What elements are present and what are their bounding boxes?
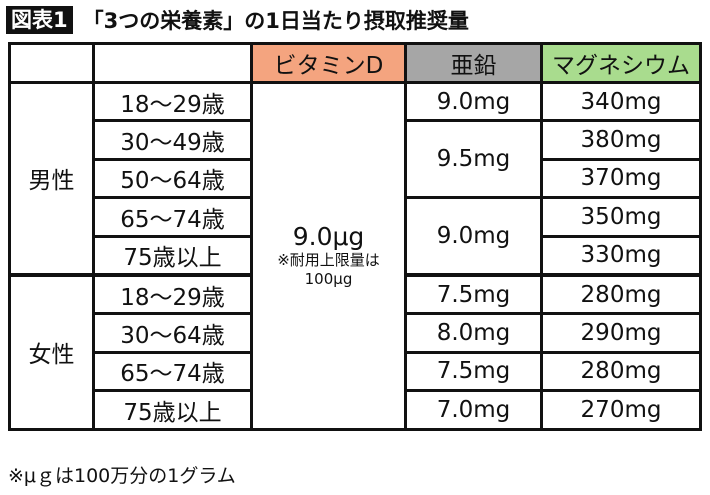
magnesium-cell: 270mg bbox=[540, 389, 702, 431]
zinc-cell: 9.5mg bbox=[404, 119, 543, 200]
magnesium-cell: 280mg bbox=[540, 272, 702, 316]
figure-title: 図表1 「3つの栄養素」の1日当たり摂取推奨量 bbox=[6, 6, 469, 34]
age-cell: 30〜49歳 bbox=[92, 119, 253, 161]
age-cell: 18〜29歳 bbox=[92, 80, 253, 123]
header-row: ビタミンD 亜鉛 マグネシウム bbox=[8, 42, 702, 84]
zinc-cell: 9.0mg bbox=[404, 196, 543, 277]
header-empty bbox=[8, 42, 95, 84]
zinc-cell: 9.0mg bbox=[404, 80, 543, 123]
magnesium-cell: 290mg bbox=[540, 312, 702, 354]
figure-badge: 図表1 bbox=[6, 6, 73, 34]
age-cell: 30〜64歳 bbox=[92, 312, 253, 354]
age-cell: 65〜74歳 bbox=[92, 350, 253, 393]
zinc-cell: 8.0mg bbox=[404, 312, 543, 354]
group-male: 男性 bbox=[8, 80, 95, 277]
vitamin-d-cell: 9.0μg ※耐用上限量は 100μg bbox=[250, 81, 407, 431]
magnesium-cell: 280mg bbox=[540, 350, 702, 393]
age-cell: 50〜64歳 bbox=[92, 157, 253, 200]
table-row: 30〜49歳 9.5mg 380mg bbox=[10, 119, 702, 200]
header-empty bbox=[92, 42, 253, 84]
header-vitamin-d: ビタミンD bbox=[250, 42, 407, 84]
vitamin-d-value: 9.0μg bbox=[292, 221, 365, 251]
age-cell: 75歳以上 bbox=[92, 234, 253, 277]
title-text: 「3つの栄養素」の1日当たり摂取推奨量 bbox=[82, 9, 469, 33]
magnesium-cell: 340mg bbox=[540, 80, 702, 123]
table-row: 男性 18〜29歳 9.0μg ※耐用上限量は 100μg 9.0mg 340m… bbox=[8, 80, 702, 431]
age-cell: 18〜29歳 bbox=[92, 272, 253, 316]
magnesium-cell: 350mg bbox=[540, 196, 702, 238]
table-row: 75歳以上 7.0mg 270mg bbox=[10, 389, 702, 431]
header-zinc: 亜鉛 bbox=[404, 42, 543, 84]
vitamin-d-note: ※耐用上限量は bbox=[277, 250, 380, 269]
nutrient-table: ビタミンD 亜鉛 マグネシウム 男性 18〜29歳 9.0μg ※耐用上限量は … bbox=[8, 42, 702, 431]
table-row: 65〜74歳 7.5mg 280mg bbox=[10, 350, 702, 393]
group-female: 女性 bbox=[8, 272, 95, 431]
zinc-cell: 7.5mg bbox=[404, 350, 543, 393]
magnesium-cell: 330mg bbox=[540, 234, 702, 277]
table-row: 75歳以上 330mg bbox=[10, 234, 702, 277]
table-row: 50〜64歳 370mg bbox=[10, 157, 702, 200]
zinc-cell: 7.5mg bbox=[404, 272, 543, 316]
table-row: 65〜74歳 9.0mg 350mg bbox=[10, 196, 702, 277]
magnesium-cell: 370mg bbox=[540, 157, 702, 200]
vitamin-d-note-limit: 100μg bbox=[304, 269, 353, 288]
age-cell: 65〜74歳 bbox=[92, 196, 253, 238]
table-row: 女性 18〜29歳 7.5mg 280mg bbox=[8, 272, 702, 431]
header-magnesium: マグネシウム bbox=[540, 42, 702, 84]
table-row: 30〜64歳 8.0mg 290mg bbox=[10, 312, 702, 354]
magnesium-cell: 380mg bbox=[540, 119, 702, 161]
age-cell: 75歳以上 bbox=[92, 389, 253, 431]
footnote: ※μｇは100万分の1グラム bbox=[8, 465, 236, 487]
zinc-cell: 7.0mg bbox=[404, 389, 543, 431]
